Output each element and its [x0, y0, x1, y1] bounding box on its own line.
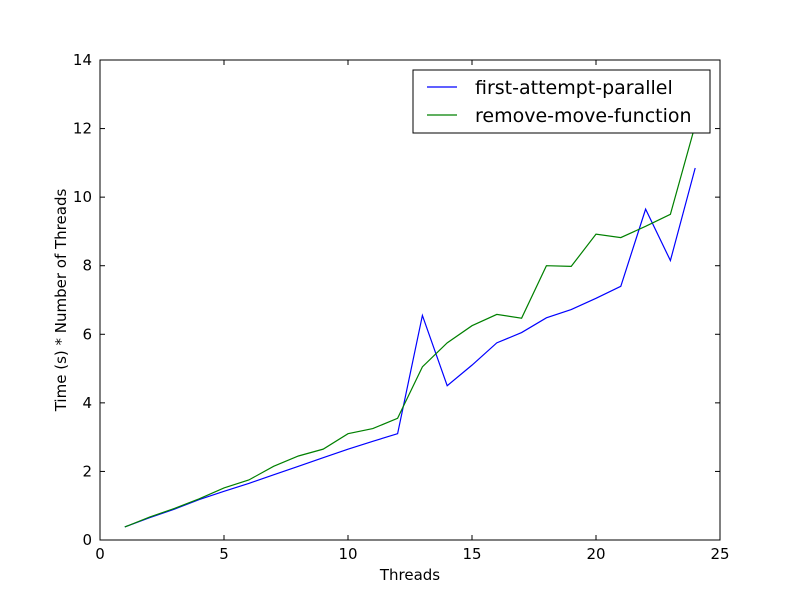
x-tick-label: 20	[586, 545, 605, 563]
legend-label-2: remove-move-function	[475, 105, 692, 127]
y-tick-label: 6	[82, 325, 92, 343]
y-tick-label: 14	[73, 51, 92, 69]
y-tick-label: 10	[73, 188, 92, 206]
legend-box	[412, 69, 711, 134]
legend-label-1: first-attempt-parallel	[475, 77, 673, 99]
x-axis-label: Threads	[379, 566, 440, 584]
series-line-1	[124, 167, 696, 528]
x-tick-label: 0	[95, 545, 105, 563]
y-tick-label: 4	[82, 394, 92, 412]
y-tick-label: 0	[82, 531, 92, 549]
y-axis-label: Time (s) * Number of Threads	[52, 189, 70, 413]
plot-series	[124, 124, 696, 528]
x-tick-label: 25	[710, 545, 729, 563]
series-line-2	[124, 124, 696, 528]
x-tick-label: 15	[462, 545, 481, 563]
y-tick-label: 12	[73, 120, 92, 138]
axis-ticks: 0 5 10 15 20 25 0 2 4 6 8 10 12 14	[73, 51, 730, 563]
plot-frame	[99, 59, 721, 541]
y-tick-label: 8	[82, 257, 92, 275]
x-tick-label: 10	[338, 545, 357, 563]
legend: first-attempt-parallel remove-move-functi…	[412, 69, 711, 134]
x-tick-label: 5	[219, 545, 229, 563]
y-tick-label: 2	[82, 462, 92, 480]
